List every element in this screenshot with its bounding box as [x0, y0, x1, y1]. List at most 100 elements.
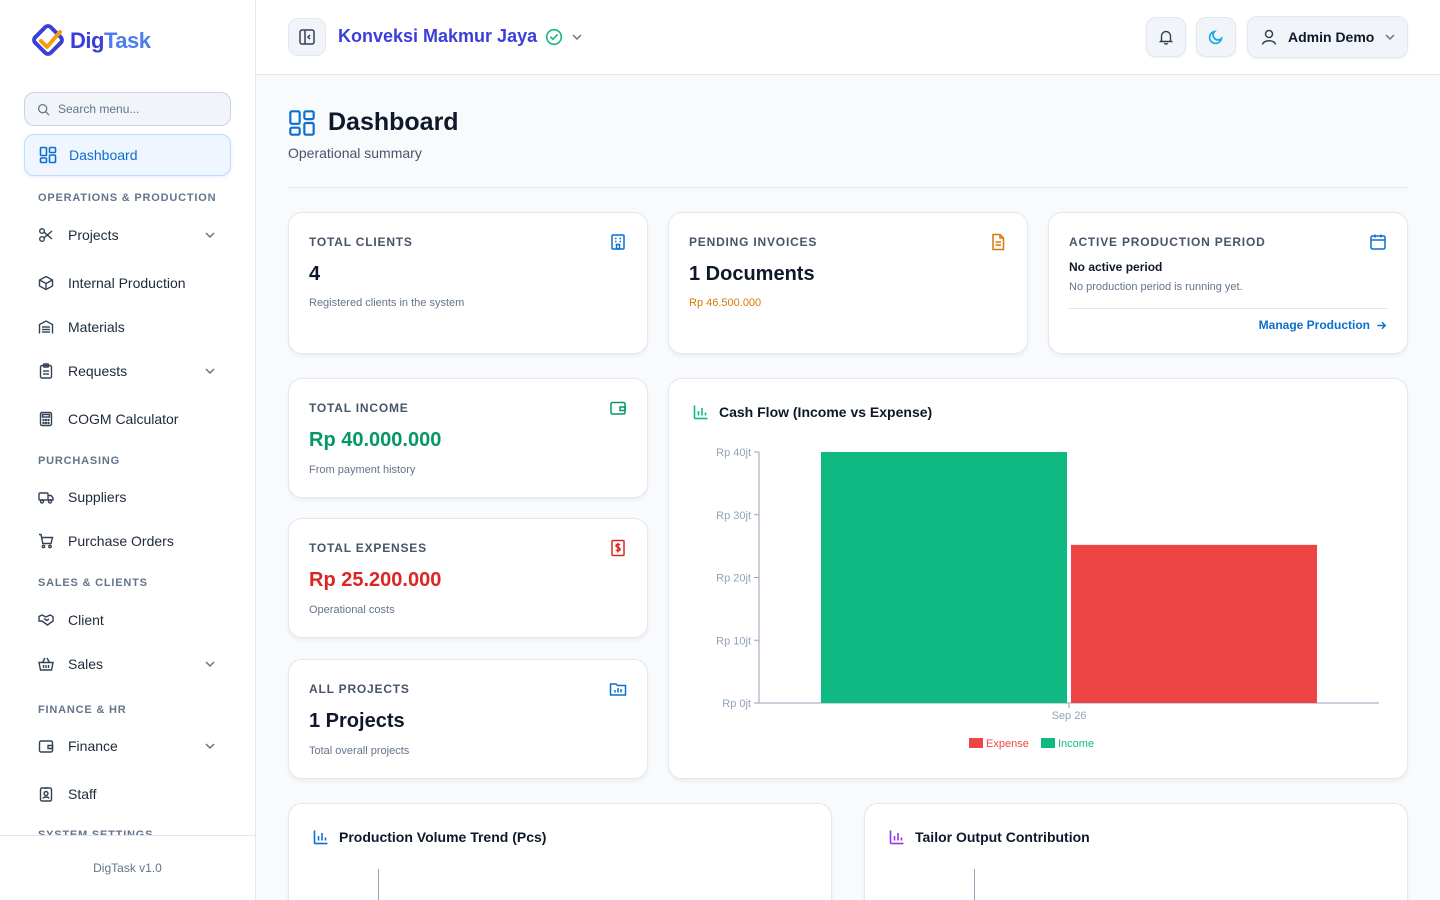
bar-chart-icon	[889, 830, 904, 845]
total-income-card: TOTAL INCOME Rp 40.000.000 From payment …	[288, 378, 648, 498]
sidebar-item-label: COGM Calculator	[68, 411, 179, 427]
sidebar-item-dashboard[interactable]: Dashboard	[24, 134, 231, 176]
sidebar-item-label: Internal Production	[68, 275, 186, 291]
notifications-button[interactable]	[1146, 17, 1186, 57]
brand-logo[interactable]: DigTask	[30, 22, 151, 60]
active-production-card: ACTIVE PRODUCTION PERIOD No active perio…	[1048, 212, 1408, 354]
handshake-icon	[38, 614, 54, 626]
calendar-icon	[1370, 234, 1386, 250]
scissors-icon	[39, 228, 53, 242]
legend-swatch-expense	[969, 738, 983, 748]
chevron-down-icon	[205, 743, 215, 750]
section-sales: SALES & CLIENTS	[38, 577, 148, 589]
chart-y-axis	[378, 869, 379, 900]
basket-icon	[38, 657, 54, 671]
bar-chart-icon	[313, 830, 328, 845]
page-title: Dashboard	[288, 108, 459, 137]
chart-title-text: Cash Flow (Income vs Expense)	[719, 404, 933, 420]
y-tick-label: Rp 20jt	[716, 573, 751, 585]
chevron-down-icon	[572, 33, 582, 40]
all-projects-card: ALL PROJECTS 1 Projects Total overall pr…	[288, 659, 648, 779]
card-note: No production period is running yet.	[1069, 281, 1243, 293]
user-menu-button[interactable]: Admin Demo	[1247, 16, 1408, 58]
sidebar-item-purchase-orders[interactable]: Purchase Orders	[38, 529, 218, 553]
company-switcher[interactable]: Konveksi Makmur Jaya	[338, 26, 583, 47]
sidebar-toggle-button[interactable]	[288, 18, 326, 56]
sidebar-item-label: Dashboard	[69, 147, 138, 163]
section-operations: OPERATIONS & PRODUCTION	[38, 192, 217, 204]
sidebar-item-label: Suppliers	[68, 489, 127, 505]
card-value: 1 Projects	[309, 710, 405, 732]
production-volume-chart-card: Production Volume Trend (Pcs)	[288, 803, 832, 900]
calculator-icon	[39, 411, 53, 427]
total-expenses-card: TOTAL EXPENSES Rp 25.200.000 Operational…	[288, 518, 648, 638]
sidebar-item-label: Requests	[68, 363, 128, 379]
period-status: No active period	[1069, 260, 1163, 274]
sidebar-item-cogm-calculator[interactable]: COGM Calculator	[38, 407, 218, 431]
brand-name: DigTask	[70, 28, 151, 53]
wallet-icon	[38, 740, 54, 753]
section-system: SYSTEM SETTINGS	[38, 829, 154, 837]
folder-chart-icon	[609, 683, 627, 696]
verified-icon	[546, 28, 563, 45]
sidebar-item-sales[interactable]: Sales	[38, 652, 218, 676]
sidebar-item-label: Client	[68, 612, 104, 628]
clipboard-icon	[39, 363, 53, 379]
page-title-text: Dashboard	[328, 108, 459, 136]
legend-swatch-income	[1041, 738, 1055, 748]
chevron-down-icon	[1385, 34, 1395, 41]
card-label: PENDING INVOICES	[689, 235, 818, 249]
sidebar-item-suppliers[interactable]: Suppliers	[38, 485, 218, 509]
y-tick-label: Rp 10jt	[716, 635, 751, 647]
sidebar-item-requests[interactable]: Requests	[38, 359, 218, 383]
id-badge-icon	[39, 787, 53, 802]
chevron-down-icon	[205, 232, 215, 239]
card-note: Rp 46.500.000	[689, 297, 762, 309]
sidebar-item-staff[interactable]: Staff	[38, 782, 218, 806]
top-bar: Konveksi Makmur Jaya Admin Demo	[256, 0, 1440, 75]
card-note: Registered clients in the system	[309, 297, 465, 309]
sidebar-item-internal-production[interactable]: Internal Production	[38, 271, 218, 295]
sidebar-item-materials[interactable]: Materials	[38, 315, 218, 339]
bar-income	[821, 452, 1067, 703]
card-value: Rp 40.000.000	[309, 429, 442, 451]
y-tick-label: Rp 0jt	[722, 698, 751, 710]
theme-toggle-button[interactable]	[1196, 17, 1236, 57]
logo-icon	[32, 24, 64, 56]
card-label: TOTAL EXPENSES	[309, 541, 427, 555]
card-value: Rp 25.200.000	[309, 569, 442, 591]
sidebar-item-label: Purchase Orders	[68, 533, 174, 549]
x-tick-label: Sep 26	[1052, 710, 1087, 722]
sidebar-item-finance[interactable]: Finance	[38, 734, 218, 758]
search-input[interactable]	[58, 102, 218, 116]
sidebar-item-label: Materials	[68, 319, 125, 335]
chevron-down-icon	[205, 368, 215, 375]
chevron-down-icon	[205, 661, 215, 668]
card-label: TOTAL CLIENTS	[309, 235, 413, 249]
tailor-output-chart-card: Tailor Output Contribution	[864, 803, 1408, 900]
total-clients-card: TOTAL CLIENTS 4 Registered clients in th…	[288, 212, 648, 354]
section-finance: FINANCE & HR	[38, 704, 127, 716]
dashboard-icon	[289, 109, 315, 136]
card-note: From payment history	[309, 464, 416, 476]
link-label: Manage Production	[1258, 318, 1370, 332]
building-icon	[611, 234, 625, 250]
search-box	[24, 92, 231, 126]
cash-flow-chart: Rp 0jt Rp 10jt Rp 20jt Rp 30jt Rp 40jt Sep 26…	[716, 447, 1379, 750]
user-name: Admin Demo	[1288, 29, 1375, 45]
receipt-icon	[611, 539, 625, 557]
sidebar: DigTask Dashboard OPERATIONS & PRODUCTIO…	[0, 0, 256, 900]
chart-y-axis	[974, 869, 975, 900]
y-tick-label: Rp 30jt	[716, 510, 751, 522]
arrow-right-icon	[1377, 321, 1387, 329]
bell-icon	[1158, 30, 1174, 45]
chart-title-text: Tailor Output Contribution	[915, 829, 1090, 845]
manage-production-link[interactable]: Manage Production	[1259, 318, 1387, 332]
sidebar-item-projects[interactable]: Projects	[38, 223, 218, 247]
sidebar-item-client[interactable]: Client	[38, 608, 218, 632]
bar-expense	[1071, 544, 1317, 703]
legend-label-expense: Expense	[986, 738, 1029, 750]
sidebar-item-label: Sales	[68, 656, 104, 672]
card-label: ACTIVE PRODUCTION PERIOD	[1069, 235, 1266, 249]
card-note: Total overall projects	[309, 745, 410, 757]
